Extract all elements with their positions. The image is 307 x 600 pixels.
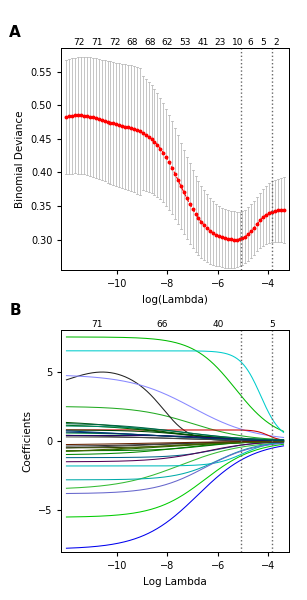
- Text: A: A: [9, 25, 21, 40]
- Y-axis label: Binomial Deviance: Binomial Deviance: [15, 110, 25, 208]
- X-axis label: Log Lambda: Log Lambda: [143, 577, 207, 587]
- X-axis label: log(Lambda): log(Lambda): [142, 295, 208, 305]
- Text: B: B: [9, 303, 21, 318]
- Y-axis label: Coefficients: Coefficients: [22, 410, 33, 472]
